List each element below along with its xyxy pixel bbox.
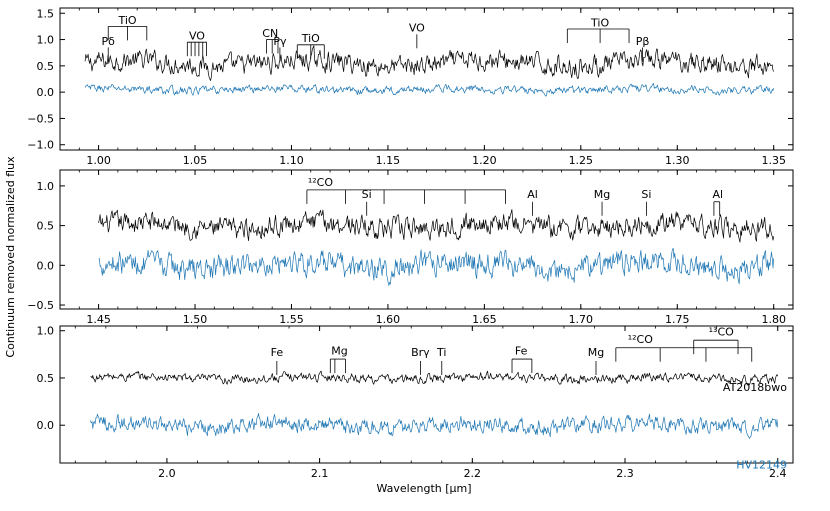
series-line-at2018bwo bbox=[90, 370, 779, 386]
panel-1-0.98-1.36um: 1.00 1.05 1.10 1.15 1.20 1.25 1.30 1.35 −1.0 −0.5… bbox=[27, 7, 794, 167]
line-id-label: Fe bbox=[271, 346, 284, 359]
x-tick-label: 1.45 bbox=[86, 313, 111, 326]
series-line-hv12149 bbox=[98, 247, 775, 286]
x-tick-label: 1.65 bbox=[472, 313, 497, 326]
line-id-label: ¹²CO bbox=[308, 176, 334, 189]
x-tick-label: 1.35 bbox=[761, 154, 786, 167]
line-id-label: Pβ bbox=[636, 35, 650, 48]
y-tick-label: −0.5 bbox=[27, 299, 54, 312]
series-line-at2018bwo bbox=[98, 209, 775, 243]
x-tick-label: 2.3 bbox=[616, 467, 634, 480]
line-id-label: CN bbox=[262, 27, 278, 40]
line-id-label: Al bbox=[527, 188, 538, 201]
series-line-at2018bwo bbox=[84, 45, 775, 81]
y-tick-label: 0.0 bbox=[37, 86, 55, 99]
y-tick-label: 1.0 bbox=[37, 325, 55, 338]
x-tick-label: 1.20 bbox=[472, 154, 497, 167]
panel-2-1.43-1.81um: 1.45 1.50 1.55 1.60 1.65 1.70 1.75 1.80 −0.5 0.0 0… bbox=[27, 169, 794, 326]
y-tick-label: 0.5 bbox=[37, 60, 55, 73]
x-tick-label: 1.70 bbox=[569, 313, 594, 326]
y-tick-label: 0.0 bbox=[37, 419, 55, 432]
line-id-label: TiO bbox=[301, 32, 320, 45]
series-line-hv12149 bbox=[84, 83, 775, 97]
line-id-label: Mg bbox=[594, 188, 610, 201]
y-tick-label: −1.0 bbox=[27, 139, 54, 152]
x-tick-label: 2.2 bbox=[464, 467, 482, 480]
line-id-label: Si bbox=[641, 188, 651, 201]
plot-frame bbox=[59, 7, 794, 151]
line-id-label: Pδ bbox=[102, 35, 116, 48]
line-id-label: Fe bbox=[515, 344, 528, 357]
line-id-label: Si bbox=[362, 188, 372, 201]
y-tick-label: 0.5 bbox=[37, 372, 55, 385]
x-tick-label: 1.05 bbox=[183, 154, 208, 167]
line-id-label: TiO bbox=[117, 14, 136, 27]
panel-3-1.93-2.41um: 2.0 2.1 2.2 2.3 2.4 0.0 0.5 1.0 Fe Mg Brγ Ti Fe Mg ¹²C… bbox=[37, 325, 794, 480]
x-tick-label: 1.00 bbox=[86, 154, 111, 167]
x-tick-label: 1.25 bbox=[569, 154, 594, 167]
line-id-label: Mg bbox=[588, 346, 604, 359]
y-tick-label: 0.0 bbox=[37, 259, 55, 272]
y-tick-label: 1.0 bbox=[37, 34, 55, 47]
x-tick-label: 2.0 bbox=[158, 467, 176, 480]
y-axis-title: Continuum removed normalized flux bbox=[4, 156, 17, 358]
line-id-label: Al bbox=[712, 188, 723, 201]
y-tick-label: 1.5 bbox=[37, 7, 55, 20]
y-tick-label: −0.5 bbox=[27, 112, 54, 125]
x-tick-label: 1.10 bbox=[279, 154, 304, 167]
line-id-label: VO bbox=[189, 30, 205, 43]
line-id-label: ¹²CO bbox=[628, 333, 654, 346]
legend-label-hv12149: HV12149 bbox=[736, 459, 787, 472]
plot-frame bbox=[59, 325, 794, 464]
x-tick-label: 1.75 bbox=[665, 313, 690, 326]
x-axis-title: Wavelength [μm] bbox=[376, 482, 471, 495]
x-tick-label: 1.55 bbox=[279, 313, 304, 326]
x-tick-label: 1.30 bbox=[665, 154, 690, 167]
x-tick-label: 1.60 bbox=[376, 313, 401, 326]
line-id-label: Pγ bbox=[273, 35, 287, 48]
x-tick-label: 2.1 bbox=[311, 467, 329, 480]
series-line-hv12149 bbox=[90, 413, 779, 439]
x-tick-label: 1.80 bbox=[761, 313, 786, 326]
x-tick-label: 2.4 bbox=[769, 467, 787, 480]
plot-frame bbox=[59, 169, 794, 310]
y-tick-label: 0.5 bbox=[37, 220, 55, 233]
y-tick-label: 1.0 bbox=[37, 180, 55, 193]
line-id-label: TiO bbox=[590, 16, 609, 29]
line-id-label: VO bbox=[409, 22, 425, 35]
line-id-label: Brγ bbox=[411, 346, 430, 359]
line-id-label: Ti bbox=[436, 346, 446, 359]
line-id-label: Mg bbox=[331, 344, 347, 357]
legend-label-at2018bwo: AT2018bwo bbox=[723, 381, 787, 394]
x-tick-label: 1.15 bbox=[376, 154, 401, 167]
line-id-label: ¹³CO bbox=[709, 325, 735, 338]
x-tick-label: 1.50 bbox=[183, 313, 208, 326]
